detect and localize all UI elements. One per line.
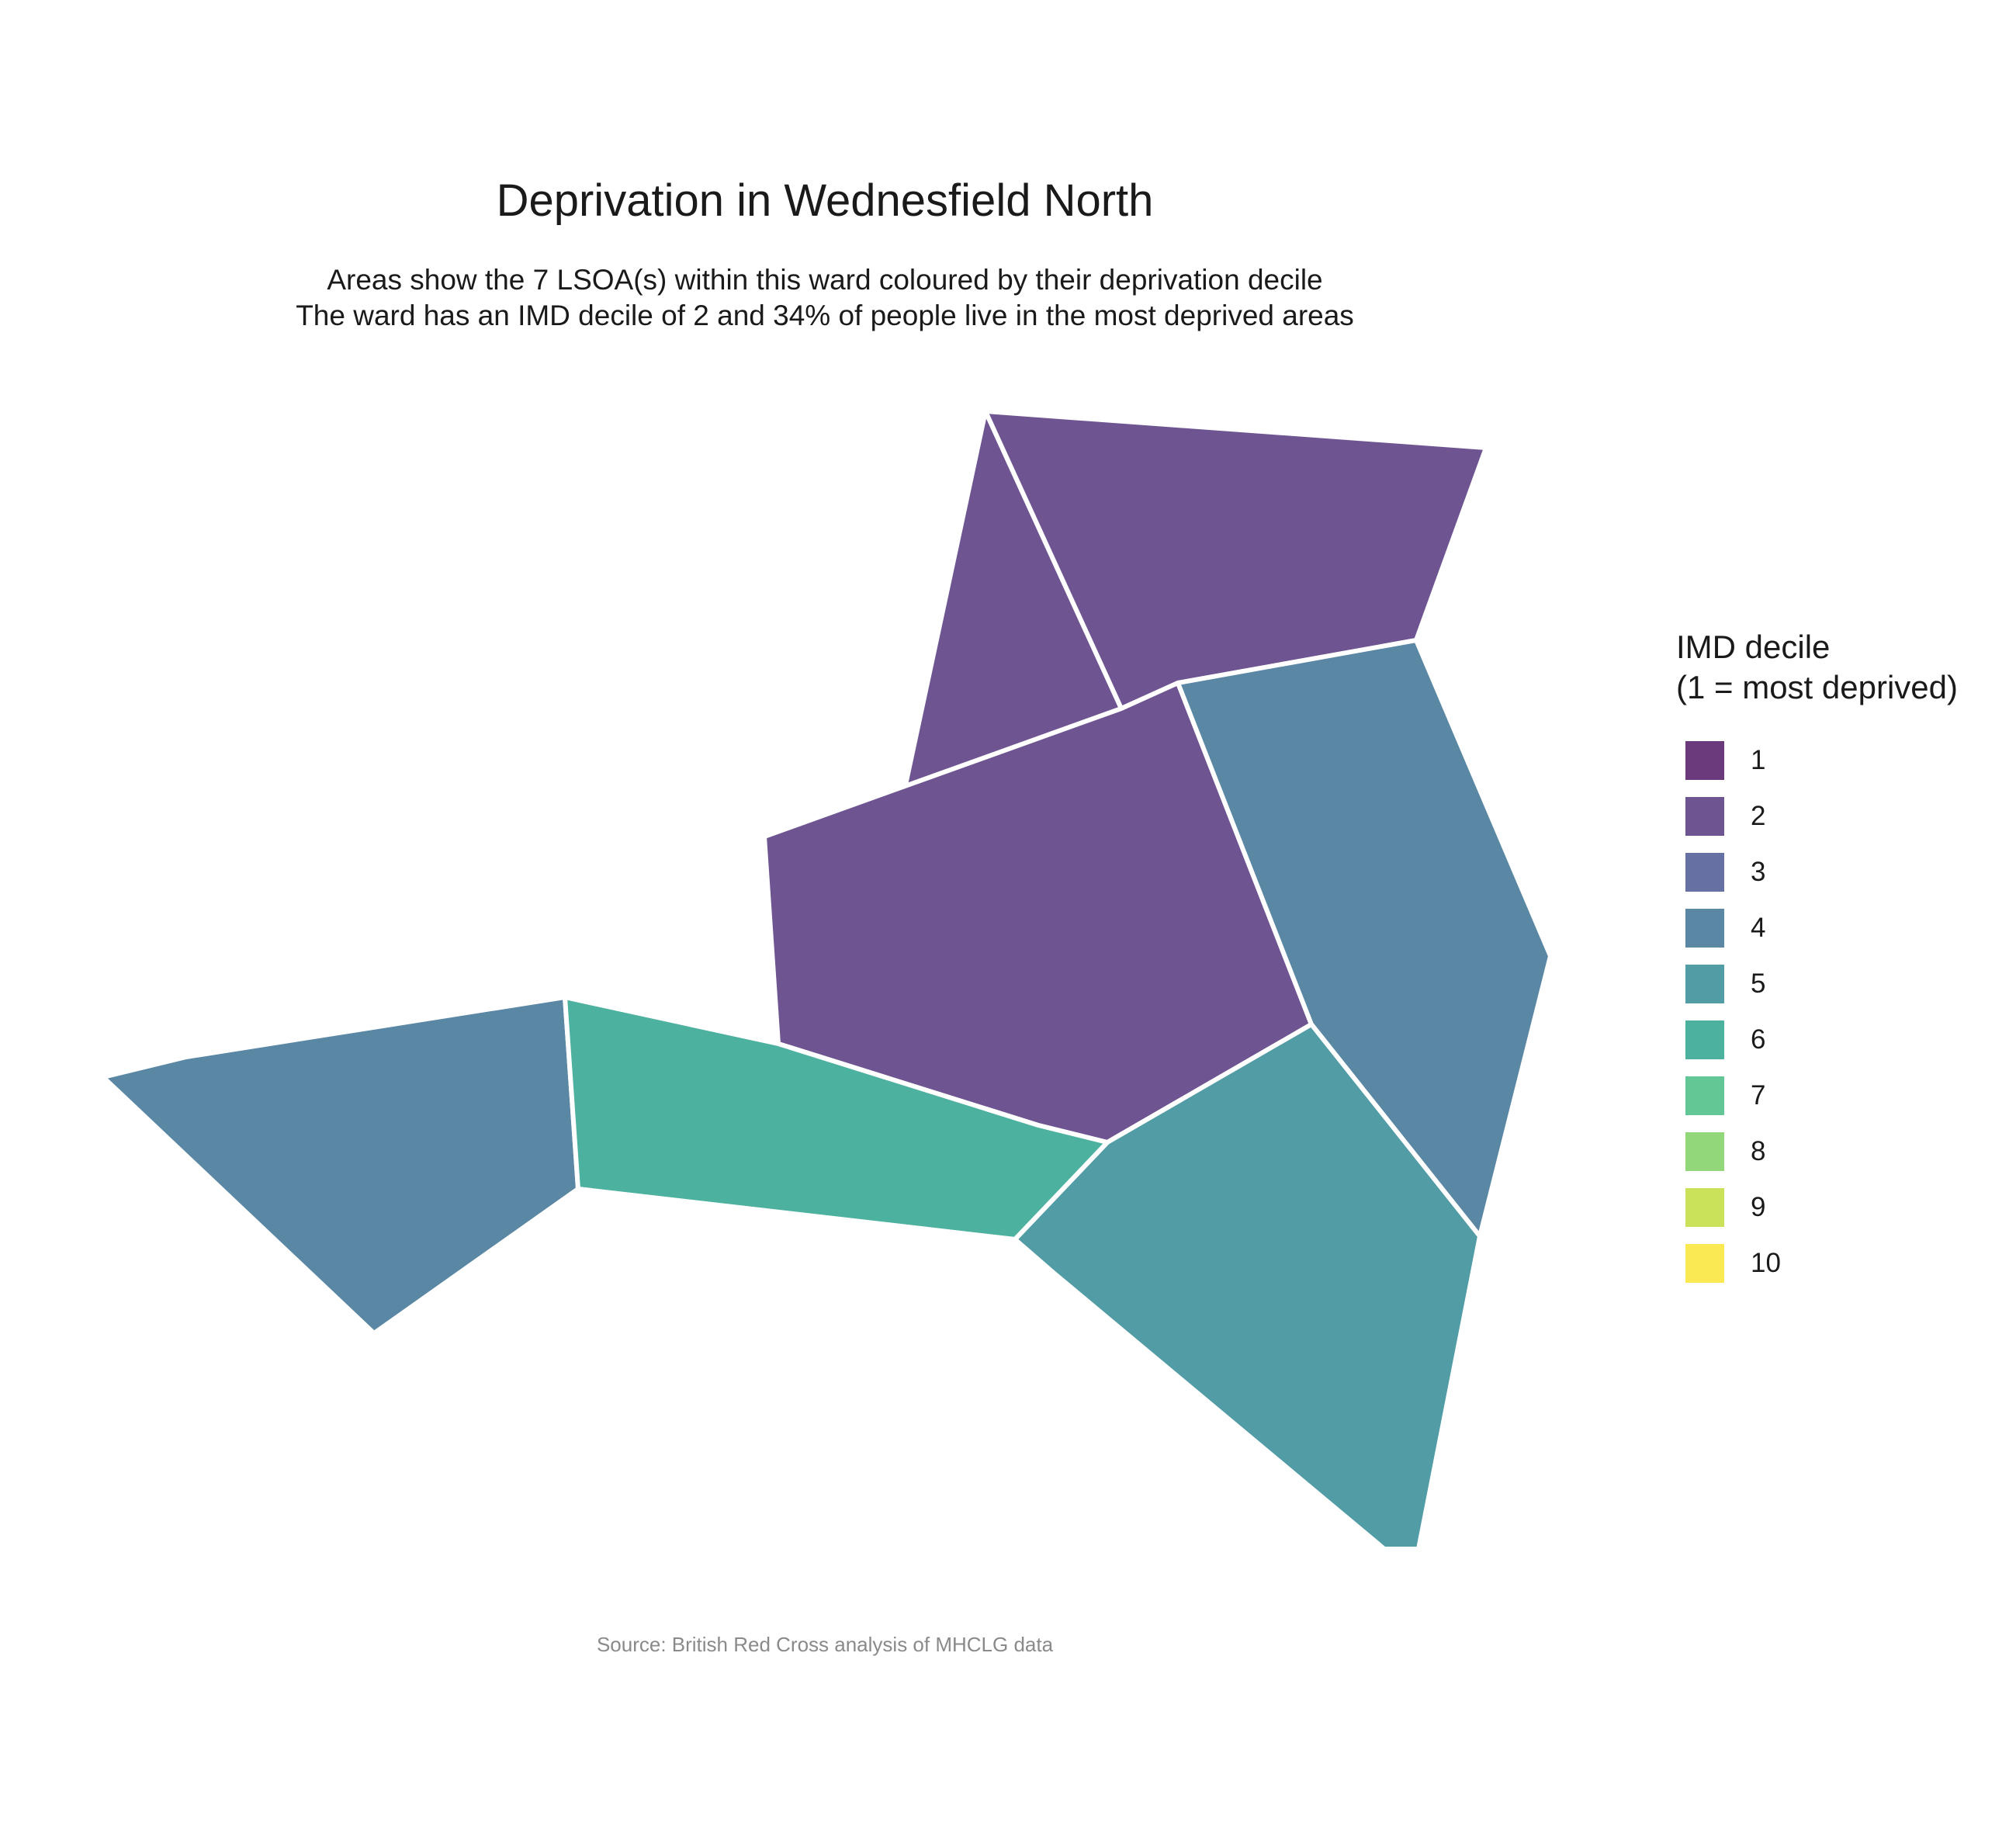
legend-item: 2 [1676,788,1958,844]
legend-item: 3 [1676,844,1958,900]
legend-label: 2 [1751,801,1766,831]
legend-label: 1 [1751,745,1766,775]
legend-title-line-1: IMD decile [1676,629,1831,665]
map-subtitle-line-1: Areas show the 7 LSOA(s) within this war… [327,264,1323,296]
lsoa-area [1013,1022,1482,1551]
legend-item: 9 [1676,1180,1958,1235]
legend-swatch [1685,965,1724,1003]
legend-swatch [1685,797,1724,836]
legend-item: 4 [1676,900,1958,956]
legend-label: 9 [1751,1192,1766,1222]
legend-items: 1 2 3 4 5 6 7 8 [1676,733,1958,1291]
legend-item: 10 [1676,1235,1958,1291]
legend-swatch [1685,909,1724,948]
legend-item: 8 [1676,1124,1958,1180]
legend-item: 5 [1676,956,1958,1012]
legend-swatch [1685,1132,1724,1171]
legend: IMD decile (1 = most deprived) 1 2 3 4 5… [1676,627,1958,1291]
legend-label: 7 [1751,1080,1766,1111]
legend-label: 3 [1751,857,1766,887]
legend-item: 6 [1676,1012,1958,1068]
legend-title-line-2: (1 = most deprived) [1676,669,1958,705]
legend-item: 7 [1676,1068,1958,1124]
legend-item: 1 [1676,733,1958,788]
legend-label: 5 [1751,968,1766,999]
legend-swatch [1685,741,1724,780]
legend-swatch [1685,1244,1724,1283]
legend-swatch [1685,853,1724,892]
legend-label: 4 [1751,913,1766,943]
lsoa-area [1176,638,1553,1239]
map-title: Deprivation in Wednesfield North [496,175,1154,226]
legend-swatch [1685,1076,1724,1115]
legend-label: 8 [1751,1136,1766,1166]
legend-swatch [1685,1020,1724,1059]
legend-swatch [1685,1188,1724,1227]
lsoa-area [101,995,580,1336]
legend-label: 10 [1751,1248,1781,1278]
source-caption: Source: British Red Cross analysis of MH… [596,1633,1054,1656]
map-subtitle-line-2: The ward has an IMD decile of 2 and 34% … [296,300,1354,331]
legend-label: 6 [1751,1024,1766,1055]
lsoa-area [563,995,1110,1242]
